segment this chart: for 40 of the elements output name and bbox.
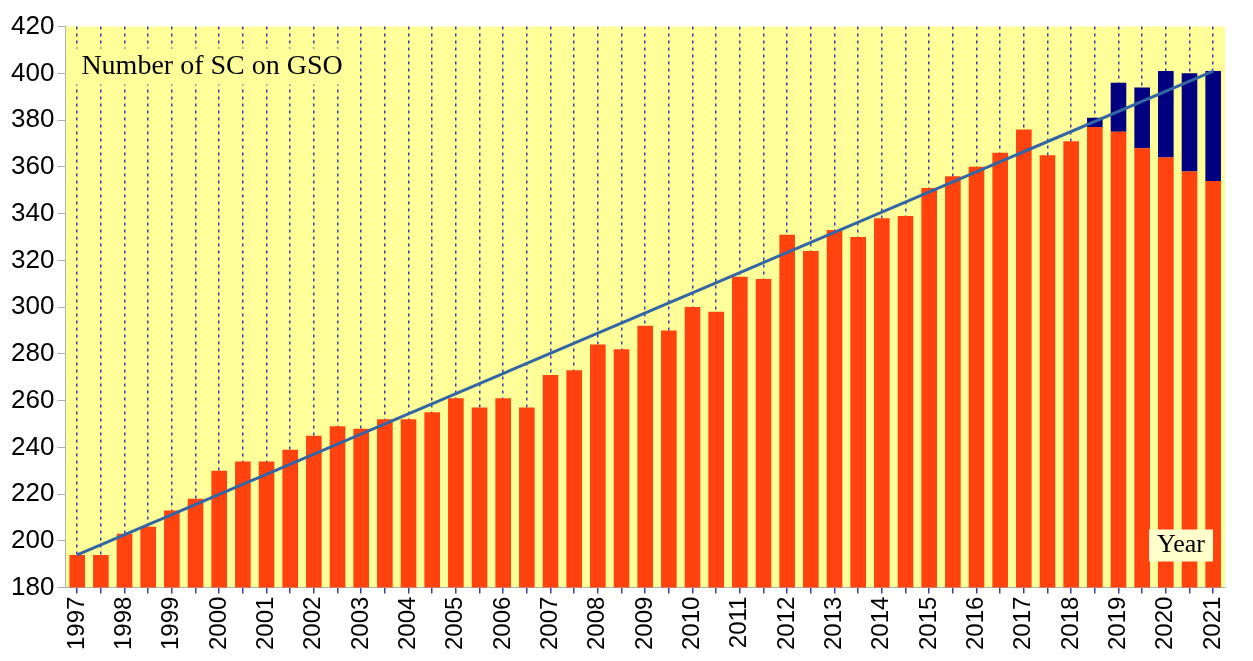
x-tick-label: 2019 [1103, 596, 1131, 650]
x-tick-label: 2003 [345, 596, 373, 650]
y-tick-label: 280 [10, 337, 55, 368]
y-tick-label: 380 [10, 103, 55, 134]
x-tick-label: 2013 [819, 596, 847, 650]
x-tick-label: 2018 [1055, 596, 1083, 650]
x-tick-label: 2008 [582, 596, 610, 650]
y-tick-label: 360 [10, 150, 55, 181]
x-tick-label: 2001 [251, 596, 279, 650]
y-tick-label: 220 [10, 477, 55, 508]
x-tick-label: 2014 [866, 596, 894, 650]
x-tick-label: 1997 [61, 596, 89, 650]
x-tick-label: 2016 [961, 596, 989, 650]
y-tick-label: 180 [10, 570, 55, 601]
text: Number of SC on GSO [81, 48, 343, 80]
x-tick-label: 2012 [771, 596, 799, 650]
x-tick-label: 2021 [1197, 596, 1225, 650]
x-tick-label: 2010 [677, 596, 705, 650]
y-tick-label: 240 [10, 430, 55, 461]
x-tick-label: 1998 [109, 596, 137, 650]
x-axis-title: Year [1157, 529, 1206, 559]
x-tick-label: 2007 [535, 596, 563, 650]
x-tick-label: 2000 [203, 596, 231, 650]
x-tick-label: 2002 [298, 596, 326, 650]
x-tick-label: 2004 [393, 596, 421, 650]
y-tick-label: 200 [10, 524, 55, 555]
x-tick-label: 1999 [156, 596, 184, 650]
y-tick-label: 340 [10, 196, 55, 227]
x-tick-label: 2020 [1150, 596, 1178, 650]
y-tick-label: 420 [10, 9, 55, 40]
y-tick-label: 260 [10, 383, 55, 414]
x-tick-label: 2005 [440, 596, 468, 650]
x-tick-label: 2011 [724, 596, 752, 649]
x-tick-label: 2009 [629, 596, 657, 650]
x-tick-label: 2006 [487, 596, 515, 650]
x-tick-label: 2015 [913, 596, 941, 650]
x-tick-label: 2017 [1008, 596, 1036, 650]
y-tick-label: 400 [10, 56, 55, 87]
y-tick-label: 320 [10, 243, 55, 274]
y-tick-label: 300 [10, 290, 55, 321]
